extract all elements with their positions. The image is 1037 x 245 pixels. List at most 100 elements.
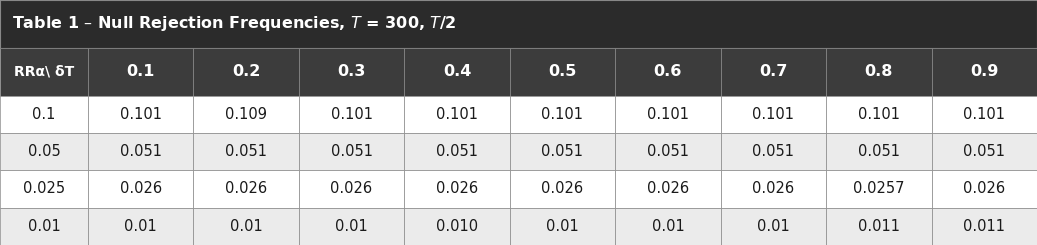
Text: 0.051: 0.051	[963, 144, 1005, 159]
Bar	[193, 208, 299, 245]
Bar	[88, 133, 193, 170]
Bar	[404, 133, 510, 170]
Text: 0.101: 0.101	[541, 107, 584, 122]
Bar	[193, 48, 299, 96]
Text: 0.01: 0.01	[335, 219, 368, 234]
Text: 0.101: 0.101	[963, 107, 1005, 122]
Bar	[88, 96, 193, 133]
Text: 0.101: 0.101	[858, 107, 900, 122]
Text: 0.101: 0.101	[119, 107, 162, 122]
Bar	[931, 133, 1037, 170]
Bar	[721, 208, 826, 245]
Bar	[193, 170, 299, 208]
Bar	[299, 133, 404, 170]
Bar	[88, 170, 193, 208]
Bar	[299, 48, 404, 96]
Bar	[404, 208, 510, 245]
Text: 0.026: 0.026	[541, 182, 584, 196]
Text: 0.5: 0.5	[549, 64, 577, 79]
Bar	[721, 133, 826, 170]
Text: 0.051: 0.051	[647, 144, 689, 159]
Bar	[0, 208, 88, 245]
Bar	[510, 170, 615, 208]
Bar	[88, 208, 193, 245]
Text: 0.026: 0.026	[119, 182, 162, 196]
Text: 0.025: 0.025	[23, 182, 65, 196]
Text: 0.1: 0.1	[127, 64, 155, 79]
Bar	[721, 170, 826, 208]
Bar	[931, 208, 1037, 245]
Bar	[0, 96, 88, 133]
Text: 0.01: 0.01	[229, 219, 262, 234]
Bar	[826, 96, 931, 133]
Text: 0.101: 0.101	[647, 107, 689, 122]
Bar	[615, 133, 721, 170]
Bar	[193, 133, 299, 170]
Text: 0.026: 0.026	[331, 182, 372, 196]
Bar	[931, 170, 1037, 208]
Bar	[299, 170, 404, 208]
Text: 0.01: 0.01	[651, 219, 684, 234]
Text: 0.026: 0.026	[963, 182, 1005, 196]
Bar	[931, 96, 1037, 133]
Text: 0.0257: 0.0257	[853, 182, 904, 196]
Text: 0.8: 0.8	[865, 64, 893, 79]
Text: 0.3: 0.3	[337, 64, 366, 79]
Text: 0.051: 0.051	[753, 144, 794, 159]
Text: 0.7: 0.7	[759, 64, 787, 79]
Bar	[404, 170, 510, 208]
Text: 0.026: 0.026	[225, 182, 268, 196]
Bar	[615, 48, 721, 96]
Text: 0.026: 0.026	[647, 182, 689, 196]
Bar	[615, 170, 721, 208]
Text: 0.4: 0.4	[443, 64, 471, 79]
Text: 0.101: 0.101	[331, 107, 372, 122]
Bar	[510, 208, 615, 245]
Text: 0.01: 0.01	[546, 219, 579, 234]
Text: 0.1: 0.1	[32, 107, 56, 122]
Text: 0.011: 0.011	[858, 219, 900, 234]
Bar	[0, 48, 88, 96]
Text: 0.026: 0.026	[752, 182, 794, 196]
Text: 0.051: 0.051	[858, 144, 900, 159]
Text: 0.01: 0.01	[757, 219, 790, 234]
Bar	[826, 133, 931, 170]
Bar	[721, 96, 826, 133]
Bar	[615, 208, 721, 245]
Bar	[404, 96, 510, 133]
Bar	[88, 48, 193, 96]
Bar	[615, 96, 721, 133]
Text: 0.051: 0.051	[225, 144, 268, 159]
Bar	[0, 0, 1037, 48]
Bar	[826, 170, 931, 208]
Bar	[0, 133, 88, 170]
Text: RRα\ δT: RRα\ δT	[13, 65, 74, 79]
Text: 0.051: 0.051	[436, 144, 478, 159]
Text: Table 1 – Null Rejection Frequencies, $T$ = 300, $T$/2: Table 1 – Null Rejection Frequencies, $T…	[12, 14, 457, 33]
Text: 0.101: 0.101	[436, 107, 478, 122]
Bar	[721, 48, 826, 96]
Bar	[404, 48, 510, 96]
Text: 0.010: 0.010	[436, 219, 478, 234]
Text: 0.051: 0.051	[119, 144, 162, 159]
Bar	[826, 208, 931, 245]
Text: 0.011: 0.011	[963, 219, 1005, 234]
Text: 0.026: 0.026	[436, 182, 478, 196]
Bar	[510, 48, 615, 96]
Text: 0.01: 0.01	[124, 219, 157, 234]
Bar	[931, 48, 1037, 96]
Bar	[299, 208, 404, 245]
Text: 0.2: 0.2	[232, 64, 260, 79]
Bar	[510, 96, 615, 133]
Bar	[0, 170, 88, 208]
Text: 0.05: 0.05	[28, 144, 60, 159]
Text: 0.6: 0.6	[653, 64, 682, 79]
Text: 0.051: 0.051	[331, 144, 372, 159]
Bar	[299, 96, 404, 133]
Text: 0.9: 0.9	[970, 64, 999, 79]
Text: 0.01: 0.01	[28, 219, 60, 234]
Text: 0.109: 0.109	[225, 107, 268, 122]
Text: 0.051: 0.051	[541, 144, 584, 159]
Text: 0.101: 0.101	[753, 107, 794, 122]
Bar	[193, 96, 299, 133]
